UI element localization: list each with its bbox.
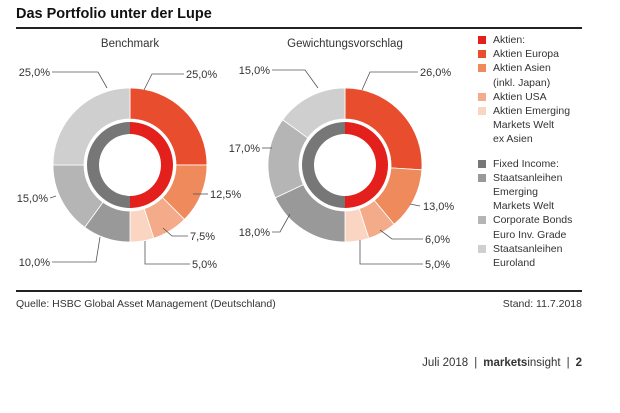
legend-swatch — [478, 50, 486, 59]
donut-title: Gewichtungsvorschlag — [287, 38, 403, 50]
legend-swatch — [478, 92, 486, 101]
data-label: 25,0% — [186, 69, 217, 81]
legend-item: Aktien Emerging — [478, 104, 598, 118]
source-note: Quelle: HSBC Global Asset Management (De… — [16, 298, 276, 310]
legend-label: Staatsanleihen — [493, 171, 563, 184]
legend-label: Markets Welt — [493, 119, 555, 132]
legend-label: Staatsanleihen — [493, 242, 563, 255]
chart-title: Das Portfolio unter der Lupe — [16, 6, 212, 22]
legend-label: Aktien Europa — [493, 48, 559, 61]
leader-line — [272, 69, 319, 89]
leader-line — [361, 71, 418, 91]
donut-inner-segment — [302, 122, 345, 208]
legend-label: Aktien Emerging — [493, 105, 571, 118]
legend-item: (inkl. Japan) — [478, 76, 598, 90]
top-divider — [16, 27, 582, 29]
legend: Aktien: Aktien Europa Aktien Asien (inkl. J… — [478, 33, 598, 270]
leader-line — [144, 241, 190, 265]
legend-swatch — [478, 36, 486, 44]
legend-item: Euro Inv. Grade — [478, 228, 598, 242]
legend-item: Aktien USA — [478, 90, 598, 104]
legend-item: Aktien Europa — [478, 47, 598, 61]
date-stand: Stand: 11.7.2018 — [502, 298, 582, 310]
donut-inner-segment — [130, 122, 173, 208]
legend-swatch — [478, 107, 486, 116]
data-label: 18,0% — [239, 227, 270, 239]
legend-label: Corporate Bonds — [493, 214, 573, 227]
data-label: 25,0% — [19, 67, 50, 79]
donut-segment — [282, 87, 346, 139]
legend-item: Markets Welt — [478, 199, 598, 213]
legend-swatch — [478, 64, 486, 73]
legend-item: Staatsanleihen — [478, 171, 598, 185]
leader-line — [359, 240, 423, 265]
legend-label: Euro Inv. Grade — [493, 228, 567, 241]
legend-item: Emerging — [478, 185, 598, 199]
page-footer: Juli 2018 | marketsinsight | 2 — [422, 357, 582, 369]
footer-separator: | — [566, 357, 570, 369]
legend-label: Aktien Asien — [493, 62, 551, 75]
leader-line — [379, 229, 423, 240]
leader-line — [143, 73, 184, 91]
data-label: 10,0% — [19, 257, 50, 269]
legend-label: Fixed Income: — [493, 157, 559, 170]
data-label: 15,0% — [239, 65, 270, 77]
legend-label: (inkl. Japan) — [493, 76, 551, 89]
donut-inner-segment — [87, 122, 130, 208]
leader-line — [52, 236, 101, 263]
footer-separator: | — [474, 357, 478, 369]
data-label: 5,0% — [192, 259, 217, 271]
data-label: 6,0% — [425, 234, 450, 246]
data-label: 17,0% — [229, 143, 260, 155]
legend-swatch — [478, 159, 486, 168]
data-label: 15,0% — [17, 193, 48, 205]
donut-title: Benchmark — [101, 38, 159, 50]
footer-brand-bold: markets — [483, 357, 528, 369]
data-label: 12,5% — [210, 189, 241, 201]
legend-label: Aktien: — [493, 34, 526, 46]
bottom-divider — [16, 290, 582, 292]
legend-item: Aktien Asien — [478, 61, 598, 75]
data-label: 5,0% — [425, 259, 450, 271]
legend-item: ex Asien — [478, 132, 598, 146]
legend-label: Emerging — [493, 186, 538, 199]
legend-item: Fixed Income: — [478, 157, 598, 171]
legend-item: Euroland — [478, 256, 598, 270]
legend-item: Markets Welt — [478, 118, 598, 132]
data-label: 26,0% — [420, 67, 451, 79]
legend-item: Corporate Bonds — [478, 213, 598, 227]
donut-inner-segment — [345, 122, 388, 208]
donut-segment — [52, 87, 131, 166]
legend-swatch — [478, 173, 486, 182]
leader-line — [52, 71, 108, 89]
footer-date: Juli 2018 — [422, 357, 469, 369]
legend-item: Aktien: — [478, 33, 598, 47]
legend-label: Aktien USA — [493, 90, 547, 103]
legend-label: Markets Welt — [493, 200, 555, 213]
page-number: 2 — [575, 357, 582, 369]
footer-brand-light: insight — [527, 357, 561, 369]
legend-swatch — [478, 244, 486, 253]
legend-gap — [478, 147, 598, 157]
leader-line — [409, 203, 421, 207]
legend-swatch — [478, 216, 486, 225]
leader-line — [162, 227, 188, 237]
data-label: 7,5% — [190, 231, 215, 243]
leader-line — [49, 195, 57, 199]
legend-item: Staatsanleihen — [478, 242, 598, 256]
legend-label: Euroland — [493, 257, 536, 270]
legend-label: ex Asien — [493, 133, 533, 146]
leader-line — [272, 213, 291, 233]
data-label: 13,0% — [423, 201, 454, 213]
